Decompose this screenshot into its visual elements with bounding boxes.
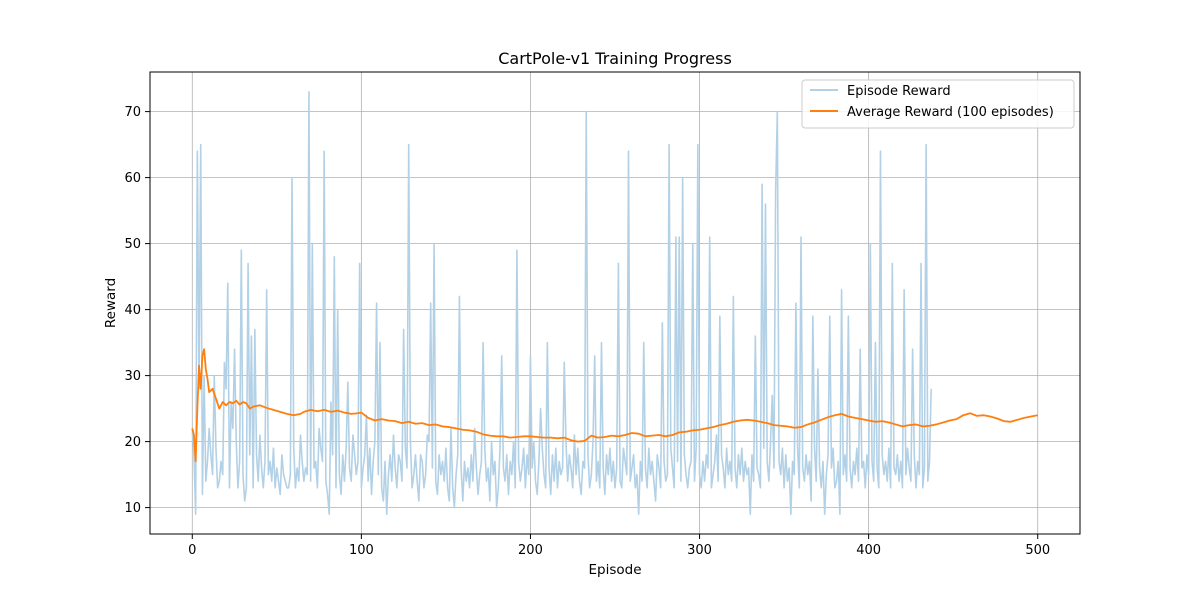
y-axis-ticks: 10 20 30 40 50 60 70 (124, 105, 150, 516)
y-tick-label: 20 (124, 435, 141, 450)
y-tick-label: 10 (124, 501, 141, 516)
x-tick-label: 0 (188, 543, 196, 558)
y-tick-label: 30 (124, 369, 141, 384)
y-tick-label: 60 (124, 171, 141, 186)
legend-box (801, 79, 1075, 129)
legend-label-episode-reward: Episode Reward (847, 84, 951, 99)
x-tick-label: 300 (687, 543, 712, 558)
y-tick-label: 50 (124, 237, 141, 252)
x-tick-label: 100 (349, 543, 374, 558)
legend-label-average-reward: Average Reward (100 episodes) (847, 105, 1054, 120)
x-axis-ticks: 0 100 200 300 400 500 (188, 534, 1050, 558)
episode-reward-line (191, 91, 932, 516)
y-tick-label: 40 (124, 303, 141, 318)
legend: Episode Reward Average Reward (100 episo… (801, 79, 1075, 129)
x-tick-label: 500 (1025, 543, 1050, 558)
y-tick-label: 70 (124, 105, 141, 120)
x-tick-label: 400 (856, 543, 881, 558)
y-axis-label: Reward (103, 278, 119, 328)
x-axis-label: Episode (588, 562, 641, 578)
average-reward-line (191, 348, 1038, 463)
chart-title: CartPole-v1 Training Progress (498, 49, 732, 68)
x-tick-label: 200 (518, 543, 543, 558)
axes-frame (149, 71, 1081, 535)
plot-area (191, 91, 1038, 516)
